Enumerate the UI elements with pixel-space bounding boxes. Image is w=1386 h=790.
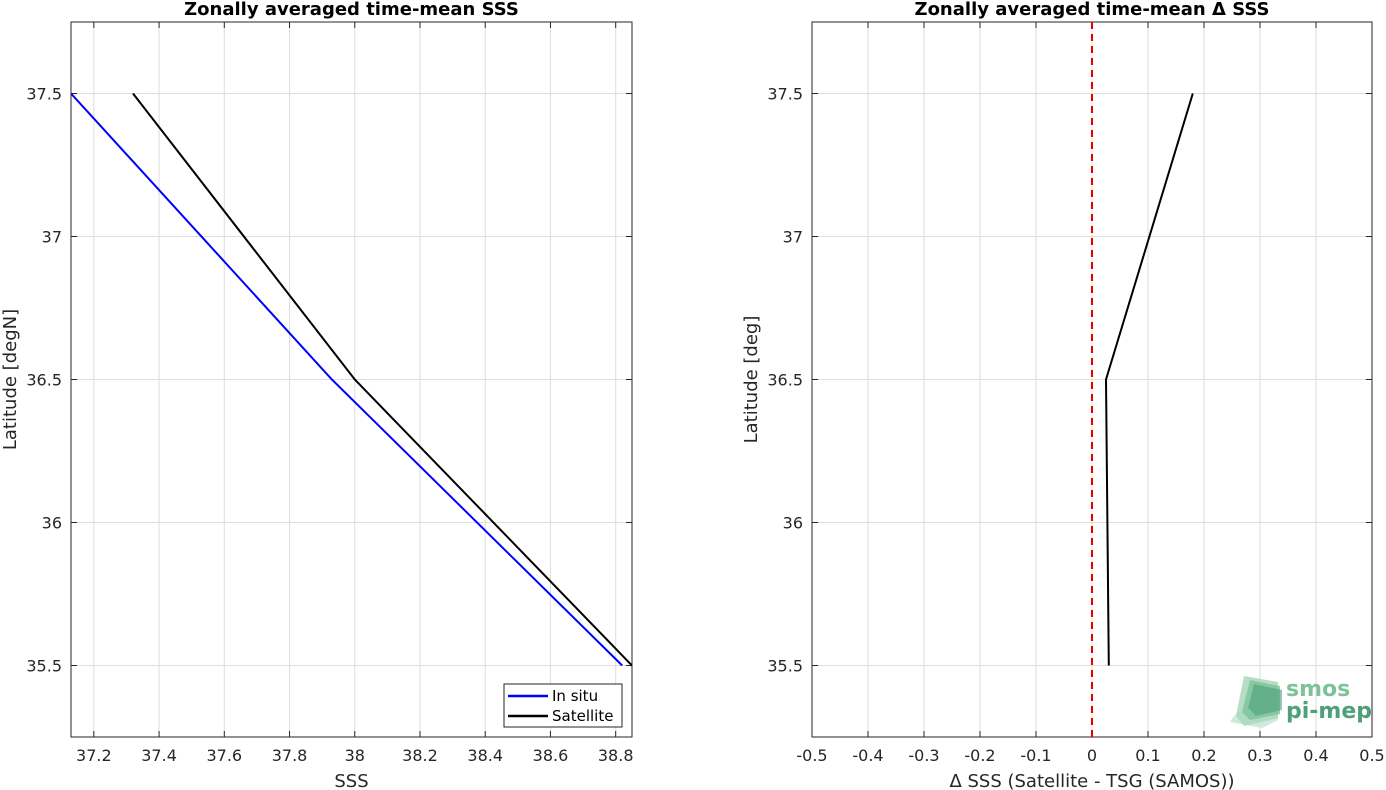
x-tick-label: -0.5 [796, 746, 827, 765]
logo-waves-icon [1230, 676, 1282, 728]
x-tick-label: 0.4 [1303, 746, 1328, 765]
y-tick-label: 37 [783, 228, 803, 247]
x-tick-label: 38.6 [533, 746, 569, 765]
x-axis-label: Δ SSS (Satellite - TSG (SAMOS)) [949, 771, 1234, 790]
y-axis-label: Latitude [degN] [0, 309, 21, 450]
y-tick-label: 35.5 [26, 657, 62, 676]
x-tick-label: -0.3 [908, 746, 939, 765]
y-tick-label: 35.5 [767, 657, 803, 676]
legend-label: In situ [552, 687, 598, 705]
x-tick-label: -0.4 [852, 746, 883, 765]
x-tick-label: 38.2 [402, 746, 438, 765]
x-tick-label: 0.5 [1359, 746, 1384, 765]
x-tick-label: 0 [1087, 746, 1097, 765]
y-tick-label: 36.5 [26, 371, 62, 390]
x-axis-label: SSS [334, 771, 368, 790]
y-tick-label: 36 [42, 514, 62, 533]
y-tick-label: 36 [783, 514, 803, 533]
x-tick-label: -0.2 [964, 746, 995, 765]
x-tick-label: 37.6 [206, 746, 242, 765]
y-tick-label: 37 [42, 228, 62, 247]
x-tick-label: 38.8 [598, 746, 634, 765]
y-tick-label: 36.5 [767, 371, 803, 390]
legend: In situ Satellite [504, 684, 622, 727]
x-tick-label: 0.1 [1135, 746, 1160, 765]
x-tick-label: 37.4 [141, 746, 177, 765]
x-tick-label: 0.2 [1191, 746, 1216, 765]
y-tick-label: 37.5 [26, 85, 62, 104]
x-tick-label: 37.2 [76, 746, 112, 765]
panel-sss: 37.2 37.4 37.6 37.8 38 38.2 38.4 38.6 38.8 35.5 36… [0, 0, 634, 790]
y-axis-label: Latitude [deg] [741, 316, 762, 444]
x-tick-label: 38 [345, 746, 365, 765]
x-tick-label: 38.4 [467, 746, 503, 765]
y-tick-label: 37.5 [767, 85, 803, 104]
x-tick-label: 37.8 [272, 746, 308, 765]
logo-text-pimep: pi-mep [1286, 699, 1372, 724]
chart-title: Zonally averaged time-mean Δ SSS [915, 0, 1270, 20]
smos-pimep-logo: smos pi-mep [1230, 676, 1372, 728]
legend-label: Satellite [552, 707, 613, 725]
chart-title: Zonally averaged time-mean SSS [184, 0, 519, 20]
x-tick-label: 0.3 [1247, 746, 1272, 765]
x-tick-label: -0.1 [1020, 746, 1051, 765]
panel-delta-sss: -0.5 -0.4 -0.3 -0.2 -0.1 0 0.1 0.2 0.3 0.4 0.5 35.5… [741, 0, 1385, 790]
